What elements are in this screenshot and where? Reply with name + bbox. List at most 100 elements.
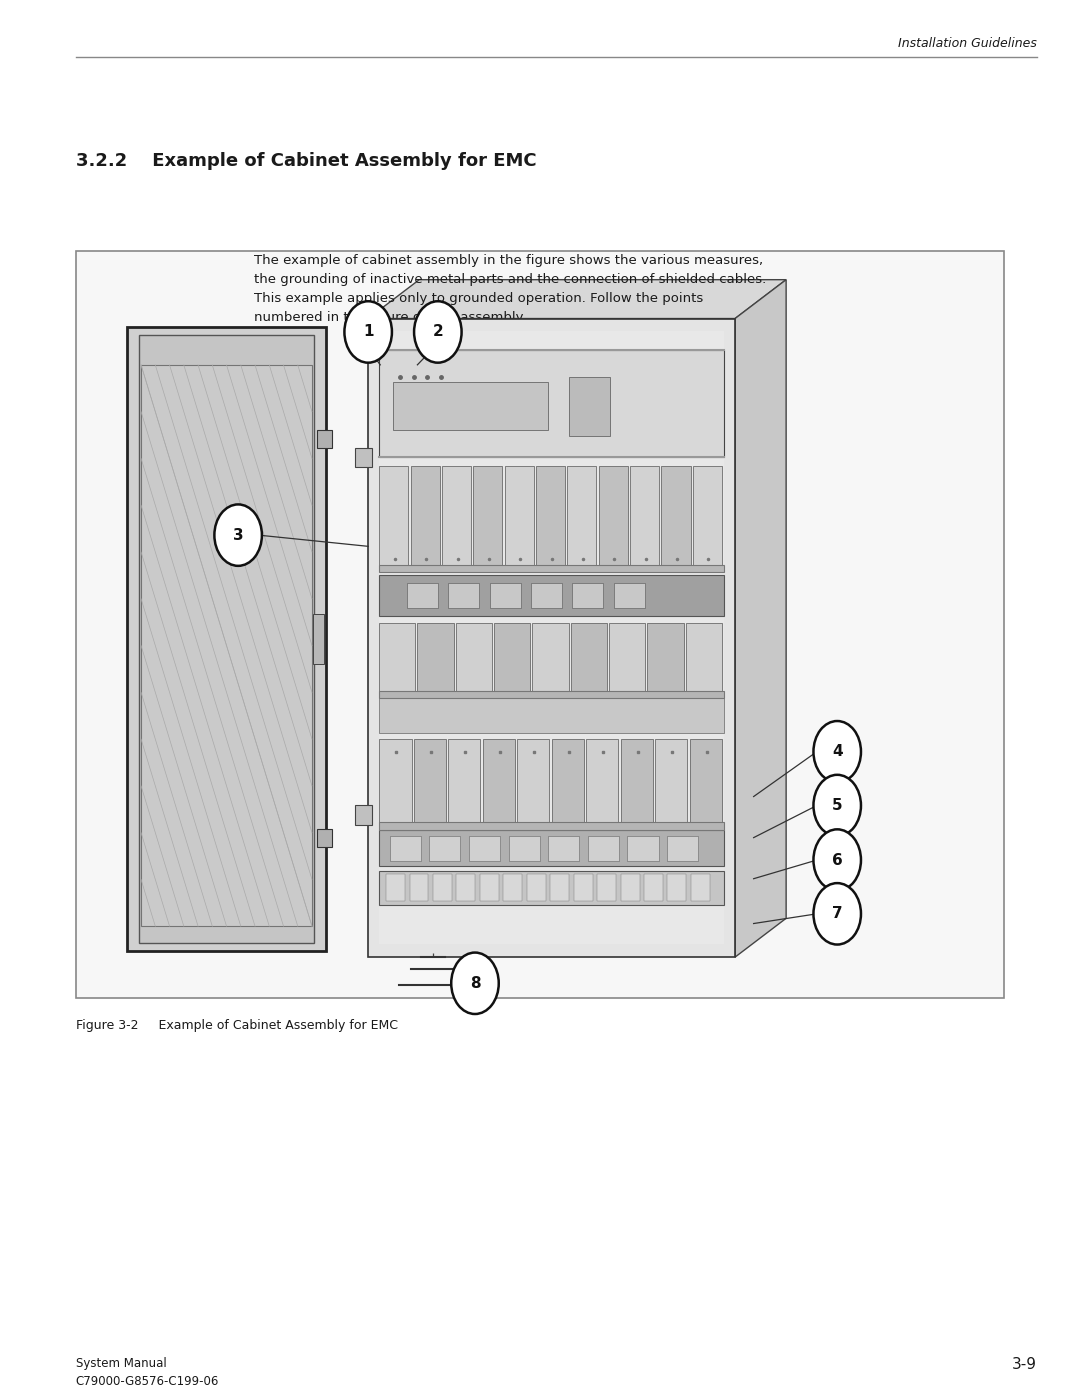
Bar [621,739,653,824]
Bar [667,875,687,901]
Bar [442,467,471,567]
Bar [386,875,405,901]
Bar [379,574,724,616]
Bar [630,467,659,567]
Text: 5: 5 [832,798,842,813]
Text: 2: 2 [432,324,443,339]
Bar [409,875,429,901]
Bar [692,467,721,567]
Bar [469,835,500,861]
Bar [429,835,460,861]
Bar [661,467,690,567]
Circle shape [215,504,262,566]
Bar [552,739,584,824]
Bar [76,251,1004,999]
Bar [473,467,502,567]
Bar [667,835,698,861]
Polygon shape [368,279,786,319]
Bar [379,467,408,567]
Text: Figure 3-2     Example of Cabinet Assembly for EMC: Figure 3-2 Example of Cabinet Assembly f… [76,1020,397,1032]
Bar [379,331,724,944]
Bar [138,335,314,943]
Circle shape [451,953,499,1014]
Bar [379,823,724,830]
Text: The example of cabinet assembly in the figure shows the various measures,
the gr: The example of cabinet assembly in the f… [254,254,766,324]
Bar [509,835,540,861]
Bar [456,623,492,693]
Bar [573,875,593,901]
Bar [609,623,645,693]
Bar [504,467,534,567]
Bar [549,835,579,861]
Bar [379,697,724,733]
Bar [448,583,480,608]
Bar [570,623,607,693]
Bar [597,875,616,901]
Bar [433,875,451,901]
Bar [141,365,312,926]
Bar [379,623,416,693]
Bar [379,349,724,457]
Bar [691,875,710,901]
Text: 3-9: 3-9 [1012,1356,1037,1372]
Bar [126,327,326,951]
Text: 3.2.2    Example of Cabinet Assembly for EMC: 3.2.2 Example of Cabinet Assembly for EM… [76,152,537,170]
Circle shape [414,302,461,363]
Bar [316,430,332,448]
Text: 7: 7 [832,907,842,922]
Bar [527,875,545,901]
Bar [656,739,687,824]
Bar [483,739,515,824]
Bar [393,381,549,430]
Bar [588,835,619,861]
Bar [621,875,639,901]
Circle shape [345,302,392,363]
Bar [316,830,332,848]
Bar [379,739,411,824]
Bar [495,623,530,693]
Bar [613,583,645,608]
Bar [489,583,521,608]
Bar [572,583,604,608]
Bar [368,319,735,957]
Text: 3: 3 [233,528,243,542]
Bar [503,875,523,901]
Bar [644,875,663,901]
Bar [531,583,562,608]
Bar [569,377,610,436]
Bar [550,875,569,901]
Bar [379,830,724,866]
Bar [418,623,454,693]
Bar [457,875,475,901]
Text: System Manual
C79000-G8576-C199-06: System Manual C79000-G8576-C199-06 [76,1356,219,1389]
Bar [586,739,619,824]
Bar [355,806,373,826]
Text: Installation Guidelines: Installation Guidelines [897,38,1037,50]
Bar [355,448,373,468]
Bar [448,739,481,824]
Bar [689,739,721,824]
Text: 4: 4 [832,745,842,759]
Bar [390,835,420,861]
Bar [647,623,684,693]
Circle shape [813,721,861,782]
Polygon shape [735,279,786,957]
Bar [598,467,627,567]
Bar [414,739,446,824]
Circle shape [813,883,861,944]
Text: 8: 8 [470,975,481,990]
Bar [407,583,437,608]
Circle shape [813,830,861,891]
Text: 1: 1 [363,324,374,339]
Bar [517,739,550,824]
Bar [379,870,724,904]
Circle shape [813,775,861,837]
Bar [410,467,440,567]
Bar [532,623,568,693]
Bar [567,467,596,567]
Text: 6: 6 [832,852,842,868]
Bar [627,835,659,861]
Bar [379,564,724,573]
Bar [686,623,721,693]
Bar [379,690,724,698]
